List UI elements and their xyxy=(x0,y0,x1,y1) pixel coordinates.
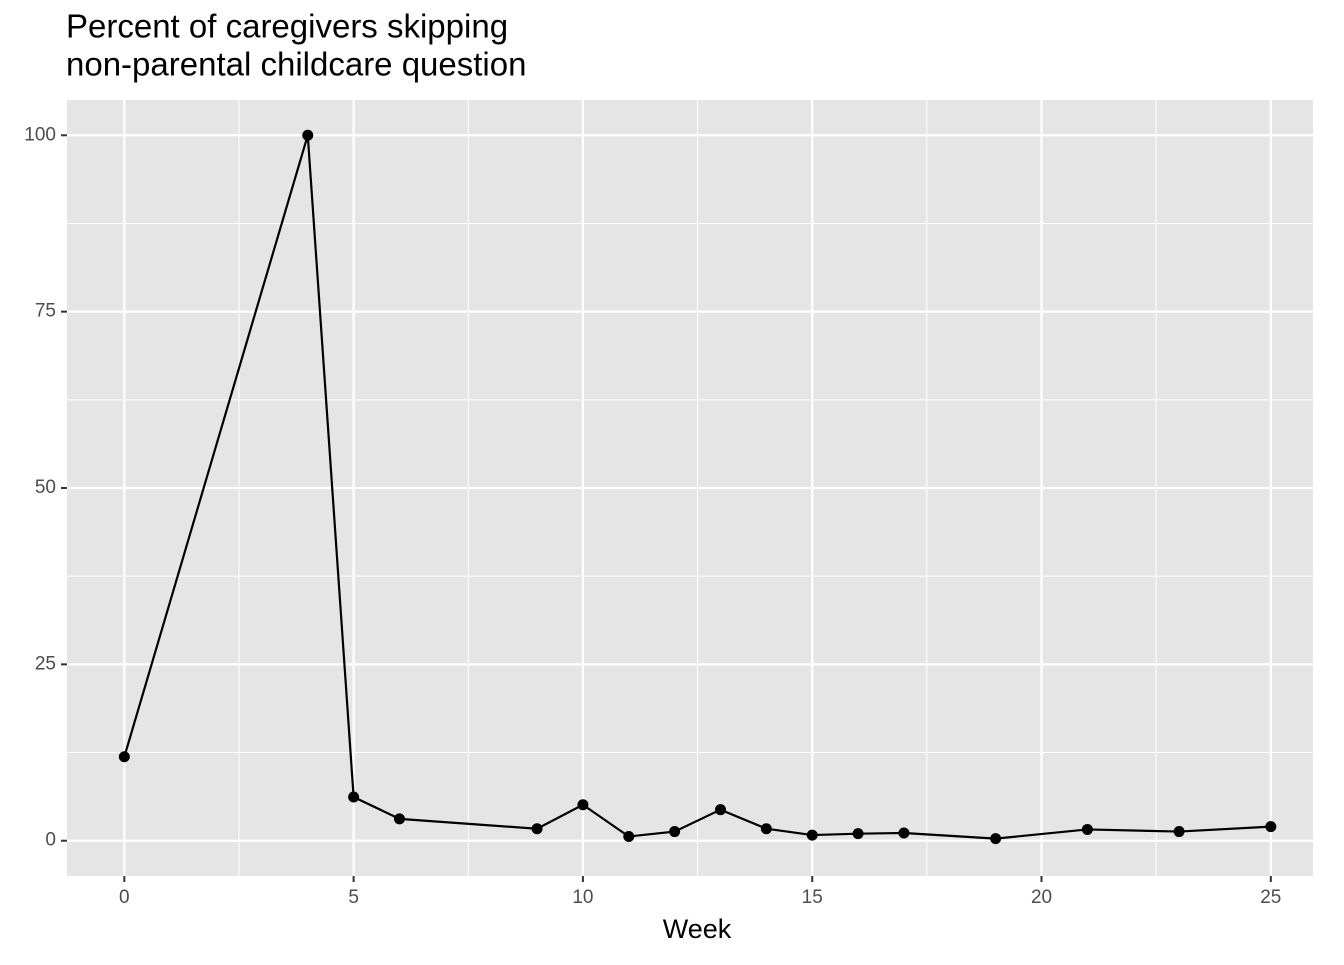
point xyxy=(898,827,910,839)
point xyxy=(577,799,589,811)
point xyxy=(852,828,864,840)
point xyxy=(990,833,1002,845)
y-tick-label: 25 xyxy=(35,653,56,674)
y-tick-label: 0 xyxy=(45,830,56,851)
point xyxy=(118,751,130,763)
point xyxy=(348,791,360,803)
x-tick-label: 15 xyxy=(802,887,823,908)
point xyxy=(669,826,681,838)
x-axis-label: Week xyxy=(663,914,732,944)
point xyxy=(531,823,543,835)
point xyxy=(714,804,726,816)
x-tick-label: 5 xyxy=(348,887,359,908)
x-tick-label: 0 xyxy=(119,887,130,908)
x-tick-label: 10 xyxy=(572,887,593,908)
point xyxy=(623,830,635,842)
x-tick-label: 25 xyxy=(1260,887,1281,908)
y-tick-label: 75 xyxy=(35,301,56,322)
y-tick-label: 100 xyxy=(24,124,56,145)
point xyxy=(1173,826,1185,838)
point xyxy=(393,813,405,825)
point xyxy=(1081,823,1093,835)
y-tick-label: 50 xyxy=(35,477,56,498)
point xyxy=(302,129,314,141)
point xyxy=(760,823,772,835)
point xyxy=(1265,821,1277,833)
x-tick-label: 20 xyxy=(1031,887,1052,908)
chart-title-line: Percent of caregivers skipping xyxy=(66,8,508,45)
chart-title-line: non-parental childcare question xyxy=(66,46,526,83)
point xyxy=(806,829,818,841)
